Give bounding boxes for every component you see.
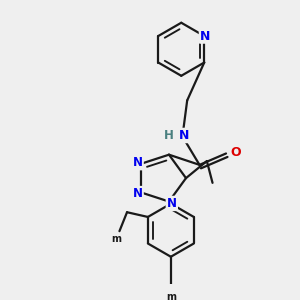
Text: m: m bbox=[166, 292, 176, 300]
Text: m: m bbox=[112, 234, 122, 244]
Text: N: N bbox=[179, 129, 190, 142]
Text: O: O bbox=[230, 146, 241, 159]
Text: N: N bbox=[133, 156, 143, 169]
Text: N: N bbox=[133, 187, 143, 200]
Text: H: H bbox=[164, 129, 174, 142]
Text: N: N bbox=[167, 197, 177, 210]
Text: N: N bbox=[200, 29, 210, 43]
